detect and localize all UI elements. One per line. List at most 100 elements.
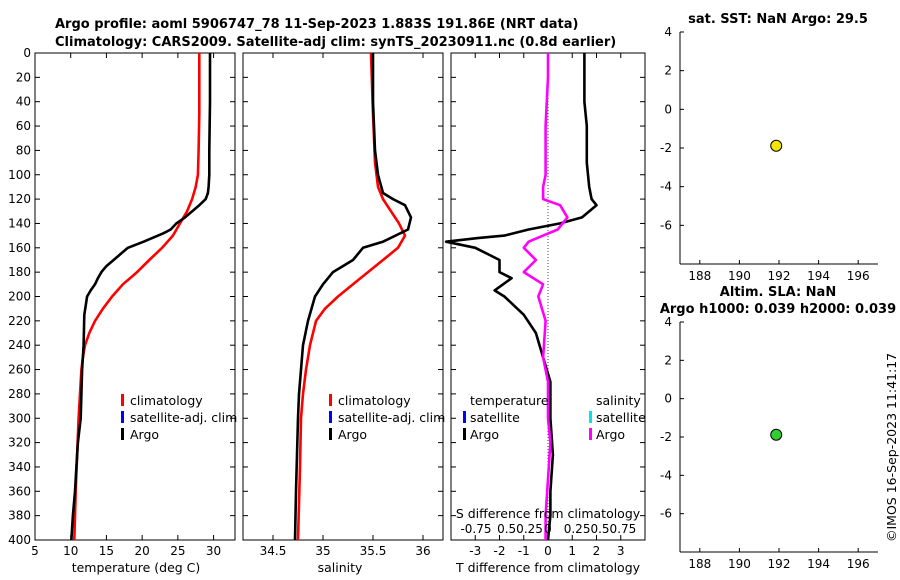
sla-ytick-label: 4 xyxy=(664,315,672,329)
sla-xtick-label: 190 xyxy=(728,557,751,571)
temperature-xtick-label: 20 xyxy=(135,544,150,558)
s-tick-label-2: 0.50.25 xyxy=(497,522,543,536)
difference-xlabel: T difference from climatology xyxy=(455,560,641,575)
temperature-ytick-label: 320 xyxy=(8,436,31,450)
difference-xtick-label: 3 xyxy=(617,544,625,558)
temperature-xtick-label: 25 xyxy=(170,544,185,558)
temperature-legend: climatology satellite-adj. clim Argo xyxy=(121,393,237,442)
sla-xtick-label: 194 xyxy=(807,557,830,571)
sst-ytick-label: 0 xyxy=(664,102,672,116)
sst-title: sat. SST: NaN Argo: 29.5 xyxy=(688,12,868,27)
temperature-panel: 5 10 15 20 25 3002040608010012014016018020022… xyxy=(8,46,236,558)
temperature-ytick-label: 120 xyxy=(8,192,31,206)
sst-xtick-label: 190 xyxy=(728,269,751,283)
temperature-ytick-label: 60 xyxy=(16,119,31,133)
sla-title: Altim. SLA: NaN xyxy=(720,285,836,300)
legend-label-climatology: climatology xyxy=(130,393,203,408)
difference-xtick-label: -1 xyxy=(518,544,530,558)
temperature-ytick-label: 260 xyxy=(8,363,31,377)
legend-swatch-s-argo xyxy=(589,428,592,440)
temperature-xtick-label: 15 xyxy=(99,544,114,558)
temperature-ytick-label: 40 xyxy=(16,95,31,109)
temperature-ytick-label: 100 xyxy=(8,168,31,182)
legend-swatch-satellite xyxy=(329,411,332,423)
sst-xtick-label: 196 xyxy=(847,269,870,283)
sst-ytick-label: 4 xyxy=(664,25,672,39)
sla-xtick-label: 192 xyxy=(768,557,791,571)
temperature-ytick-label: 220 xyxy=(8,314,31,328)
legend-swatch-t-satellite xyxy=(463,411,466,423)
salinity-xlabel: salinity xyxy=(318,560,363,575)
difference-legend: temperature satellite Argo salinity sate… xyxy=(463,393,646,442)
temperature-ytick-label: 400 xyxy=(8,533,31,547)
temperature-xtick-label: 30 xyxy=(206,544,221,558)
legend-swatch-t-argo xyxy=(463,428,466,440)
sst-map-panel: 188 190 192 194 196 4 2 0 -2 -4 -6 xyxy=(660,25,878,283)
difference-xlabel-top: S difference from climatology xyxy=(456,506,641,521)
temperature-ytick-label: 20 xyxy=(16,70,31,84)
salinity-axes-box xyxy=(242,52,444,541)
sla-xtick-label: 196 xyxy=(847,557,870,571)
legend-swatch-argo xyxy=(329,428,332,440)
sla-xtick-label: 188 xyxy=(688,557,711,571)
sst-ytick-label: -6 xyxy=(660,218,672,232)
legend-label-argo: Argo xyxy=(338,427,367,442)
legend-label-satellite: satellite-adj. clim xyxy=(338,410,445,425)
temperature-ytick-label: 0 xyxy=(23,46,31,60)
salinity-series-1 xyxy=(293,53,413,541)
sst-ytick-label: 2 xyxy=(664,64,672,78)
temperature-ytick-label: 80 xyxy=(16,143,31,157)
salinity-legend: climatology satellite-adj. clim Argo xyxy=(329,393,445,442)
legend-label-argo: Argo xyxy=(130,427,159,442)
imos-watermark: ©IMOS 16-Sep-2023 11:41:17 xyxy=(884,353,899,542)
difference-xtick-label: -3 xyxy=(469,544,481,558)
legend-label-satellite: satellite-adj. clim xyxy=(130,410,237,425)
salinity-xtick-label: 36 xyxy=(415,544,430,558)
temperature-series-1 xyxy=(70,53,212,541)
legend-label-t-satellite: satellite xyxy=(470,410,520,425)
temperature-ytick-label: 200 xyxy=(8,290,31,304)
temperature-xlabel: temperature (deg C) xyxy=(72,560,201,575)
sla-map-panel: 188 190 192 194 196 4 2 0 -2 -4 -6 xyxy=(660,315,878,571)
difference-series-1 xyxy=(522,53,569,540)
legend-swatch-argo xyxy=(121,428,124,440)
temperature-ytick-label: 300 xyxy=(8,411,31,425)
temperature-series-0 xyxy=(73,53,201,541)
s-tick-label-1: -0.75 xyxy=(460,522,491,536)
temperature-ytick-label: 240 xyxy=(8,338,31,352)
sst-xtick-label: 194 xyxy=(807,269,830,283)
salinity-xtick-label: 35 xyxy=(315,544,330,558)
figure-title-line2: Climatology: CARS2009. Satellite-adj cli… xyxy=(55,35,616,50)
salinity-panel: 34.5 35 35.5 36 xyxy=(242,52,444,558)
sla-point-0 xyxy=(770,428,783,441)
s-tick-label-3: 0 xyxy=(544,522,552,536)
legend-title-temperature: temperature xyxy=(470,393,549,408)
temperature-ytick-label: 280 xyxy=(8,387,31,401)
sla-ytick-label: -6 xyxy=(660,507,672,521)
temperature-xtick-label: 10 xyxy=(63,544,78,558)
legend-label-t-argo: Argo xyxy=(470,427,499,442)
difference-xtick-label: 1 xyxy=(568,544,576,558)
legend-label-s-satellite: satellite xyxy=(596,410,646,425)
legend-label-s-argo: Argo xyxy=(596,427,625,442)
difference-panel: -3 -2 -1 0 1 2 3 xyxy=(444,52,646,558)
difference-series-0 xyxy=(444,53,598,541)
salinity-series-0 xyxy=(296,52,407,541)
temperature-ytick-label: 180 xyxy=(8,265,31,279)
sla-ytick-label: -2 xyxy=(660,430,672,444)
sst-xtick-label: 192 xyxy=(768,269,791,283)
temperature-ytick-label: 160 xyxy=(8,241,31,255)
legend-swatch-satellite xyxy=(121,411,124,423)
figure-title-line1: Argo profile: aoml 5906747_78 11-Sep-202… xyxy=(55,17,579,32)
temperature-ytick-label: 360 xyxy=(8,484,31,498)
temperature-ytick-label: 340 xyxy=(8,460,31,474)
salinity-xtick-label: 35.5 xyxy=(360,544,387,558)
difference-xtick-label: 2 xyxy=(593,544,601,558)
sst-ytick-label: -4 xyxy=(660,180,672,194)
temperature-axes-box xyxy=(34,52,236,541)
sla-ytick-label: -4 xyxy=(660,468,672,482)
legend-label-climatology: climatology xyxy=(338,393,411,408)
salinity-xtick-label: 34.5 xyxy=(260,544,287,558)
legend-swatch-climatology xyxy=(329,394,332,406)
